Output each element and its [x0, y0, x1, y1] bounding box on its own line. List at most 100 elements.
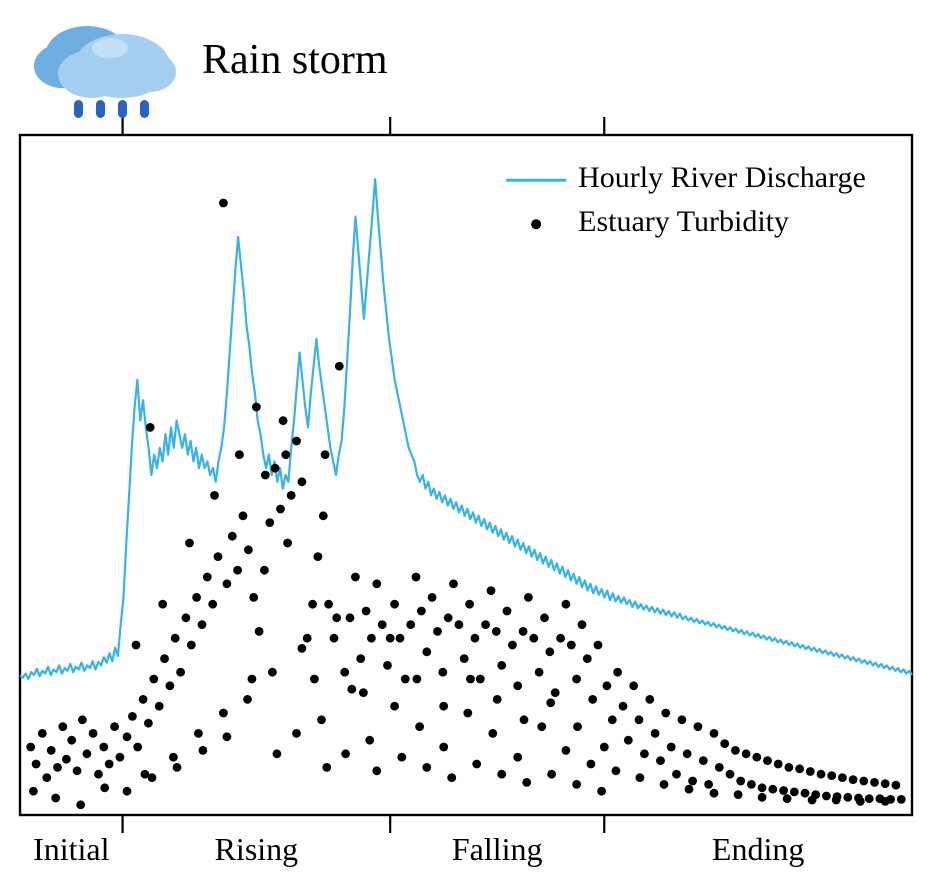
- turbidity-point: [58, 722, 67, 731]
- turbidity-point: [463, 709, 472, 718]
- turbidity-point: [562, 746, 571, 755]
- turbidity-point: [173, 763, 182, 772]
- turbidity-point: [497, 661, 506, 670]
- turbidity-point: [524, 593, 533, 602]
- turbidity-point: [572, 675, 581, 684]
- turbidity-point: [636, 773, 645, 782]
- turbidity-point: [396, 634, 405, 643]
- turbidity-point: [870, 778, 879, 787]
- turbidity-point: [415, 722, 424, 731]
- turbidity-point: [795, 764, 804, 773]
- turbidity-point: [390, 702, 399, 711]
- turbidity-point: [292, 437, 301, 446]
- turbidity-point: [493, 695, 502, 704]
- turbidity-point: [76, 800, 85, 809]
- turbidity-point: [838, 773, 847, 782]
- turbidity-point: [597, 787, 606, 796]
- turbidity-point: [710, 789, 719, 798]
- turbidity-point: [332, 613, 341, 622]
- turbidity-point: [488, 729, 497, 738]
- turbidity-point: [42, 773, 51, 782]
- turbidity-point: [244, 545, 253, 554]
- turbidity-point: [255, 627, 264, 636]
- turbidity-point: [583, 654, 592, 663]
- turbidity-point: [341, 749, 350, 758]
- raindrop: [118, 100, 127, 118]
- figure-title: Rain storm: [202, 36, 388, 84]
- turbidity-point: [439, 743, 448, 752]
- turbidity-point: [573, 722, 582, 731]
- turbidity-point: [822, 792, 831, 801]
- turbidity-point: [308, 600, 317, 609]
- turbidity-point: [720, 739, 729, 748]
- turbidity-point: [47, 746, 56, 755]
- turbidity-point: [208, 600, 217, 609]
- turbidity-point: [645, 695, 654, 704]
- turbidity-point: [372, 766, 381, 775]
- turbidity-point: [588, 695, 597, 704]
- turbidity-point: [128, 712, 137, 721]
- turbidity-point: [481, 620, 490, 629]
- turbidity-point: [587, 760, 596, 769]
- turbidity-point: [317, 715, 326, 724]
- turbidity-point: [522, 778, 531, 787]
- turbidity-point: [801, 789, 810, 798]
- turbidity-point: [508, 641, 517, 650]
- turbidity-point: [314, 552, 323, 561]
- turbidity-point: [752, 753, 761, 762]
- turbidity-point: [166, 681, 175, 690]
- turbidity-point: [199, 746, 208, 755]
- turbidity-point: [817, 770, 826, 779]
- turbidity-point: [699, 756, 708, 765]
- turbidity-point: [422, 763, 431, 772]
- turbidity-point: [148, 773, 157, 782]
- turbidity-point: [619, 702, 628, 711]
- turbidity-point: [287, 491, 296, 500]
- turbidity-point: [94, 770, 103, 779]
- turbidity-point: [849, 775, 858, 784]
- turbidity-point: [742, 749, 751, 758]
- rainstorm-icon: [34, 26, 176, 118]
- turbidity-point: [340, 668, 349, 677]
- turbidity-point: [547, 770, 556, 779]
- turbidity-point: [198, 620, 207, 629]
- turbidity-point: [612, 766, 621, 775]
- turbidity-point: [492, 627, 501, 636]
- turbidity-point: [513, 753, 522, 762]
- turbidity-point: [243, 695, 252, 704]
- turbidity-point: [465, 600, 474, 609]
- turbidity-point: [540, 613, 549, 622]
- turbidity-point: [546, 698, 555, 707]
- turbidity-point: [322, 763, 331, 772]
- turbidity-point: [356, 654, 365, 663]
- turbidity-point: [298, 644, 307, 653]
- turbidity-point: [310, 675, 319, 684]
- turbidity-point: [519, 627, 528, 636]
- turbidity-point: [537, 722, 546, 731]
- turbidity-point: [235, 450, 244, 459]
- turbidity-point: [187, 641, 196, 650]
- turbidity-point: [298, 477, 307, 486]
- turbidity-point: [260, 566, 269, 575]
- turbidity-point: [808, 796, 817, 805]
- turbidity-point: [449, 579, 458, 588]
- turbidity-point: [110, 722, 119, 731]
- turbidity-point: [881, 779, 890, 788]
- turbidity-point: [704, 780, 713, 789]
- turbidity-point: [438, 668, 447, 677]
- turbidity-point: [613, 668, 622, 677]
- turbidity-point: [279, 416, 288, 425]
- legend: Hourly River DischargeEstuary Turbidity: [506, 161, 866, 238]
- turbidity-point: [390, 600, 399, 609]
- turbidity-point: [265, 518, 274, 527]
- turbidity-point: [362, 607, 371, 616]
- turbidity-point: [182, 613, 191, 622]
- turbidity-point: [790, 788, 799, 797]
- turbidity-point: [768, 785, 777, 794]
- turbidity-point: [378, 620, 387, 629]
- turbidity-point: [439, 702, 448, 711]
- turbidity-point: [856, 797, 865, 806]
- turbidity-point: [171, 634, 180, 643]
- figure-stage: Hourly River DischargeEstuary Turbidity …: [0, 0, 932, 886]
- turbidity-point: [261, 471, 270, 480]
